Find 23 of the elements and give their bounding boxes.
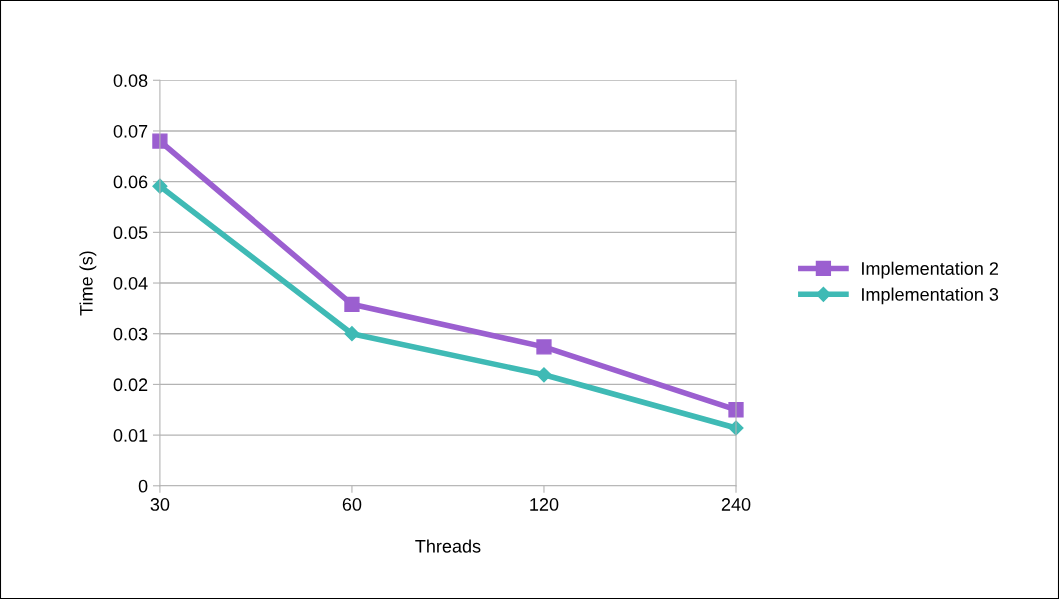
y-tick-label: 0.05 [113,226,148,240]
y-axis-title: Time (s) [79,251,97,316]
y-tick-label: 0.01 [113,429,148,442]
point [536,367,552,383]
y-tick-label: 0.07 [113,124,148,138]
point [344,326,360,342]
point [728,402,744,418]
y-tick-label: 0 [138,479,148,493]
x-tick-label: 60 [342,498,362,511]
y-tick-label: 0.02 [113,378,148,392]
point [536,339,552,355]
x-tick-label: 120 [530,498,559,511]
legend-label: Implementation 2 [862,261,999,279]
x-axis-title: Threads [415,539,481,553]
y-tick-label: 0.06 [113,175,148,189]
legend-label: Implementation 3 [862,287,999,305]
y-tick-label: 0.04 [113,276,148,290]
x-tick-label: 30 [150,498,170,511]
x-tick-label: 240 [721,498,751,511]
y-tick-label: 0.03 [113,327,148,341]
y-tick-label: 0.08 [113,74,148,87]
point [152,133,168,149]
point [344,296,360,312]
